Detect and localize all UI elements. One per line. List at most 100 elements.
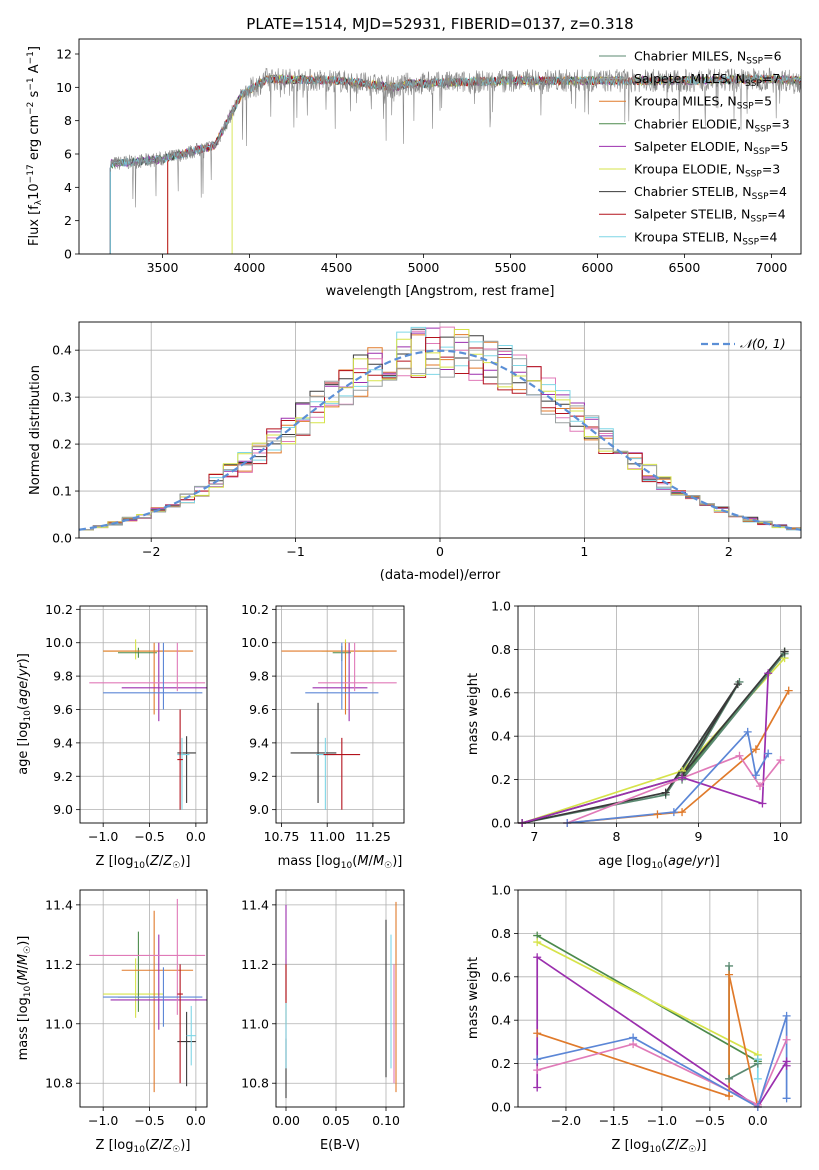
axes-mass_age: 10.75 11.00 11.25 9.0 9.2 9.4 9.6 9.8 10.0 10.2 ma… bbox=[241, 602, 405, 871]
y-tick-label: 0.6 bbox=[491, 685, 511, 700]
y-tick-label: 4 bbox=[64, 180, 72, 195]
y-tick-label: 10.8 bbox=[241, 1076, 269, 1091]
axes-z_weight: −2.0 −1.5 −1.0 −0.5 0.0 0.0 0.2 0.4 0.6 0.8 1.0 Z [… bbox=[466, 883, 802, 1155]
weight-marker bbox=[782, 1011, 791, 1020]
y-tick-label: 0.4 bbox=[52, 343, 72, 358]
legend-label: Salpeter ELODIE, NSSP=5 bbox=[634, 139, 788, 157]
weight-marker bbox=[629, 1033, 638, 1042]
legend-label: Chabrier STELIB, NSSP=4 bbox=[634, 184, 787, 202]
x-axis-label: (data-model)/error bbox=[380, 568, 501, 583]
y-tick-label: 9.8 bbox=[249, 669, 269, 684]
y-tick-label: 10.2 bbox=[45, 602, 73, 617]
x-tick-label: 2 bbox=[725, 544, 733, 559]
axes-frame bbox=[79, 889, 208, 1108]
y-tick-label: 0.2 bbox=[491, 1056, 511, 1071]
x-tick-label: 0.10 bbox=[372, 1113, 400, 1128]
x-tick-label: −1.0 bbox=[88, 1113, 118, 1128]
weight-marker bbox=[653, 810, 662, 819]
plot-area bbox=[89, 898, 207, 1093]
y-tick-label: 0.0 bbox=[491, 816, 511, 831]
x-tick-label: 10.75 bbox=[264, 829, 300, 844]
weight-series bbox=[536, 1039, 788, 1106]
y-tick-label: 0.3 bbox=[52, 390, 72, 405]
x-tick-label: 4500 bbox=[321, 260, 353, 275]
weight-marker bbox=[776, 756, 785, 765]
y-axis-label: mass weight bbox=[466, 673, 481, 755]
y-tick-label: 9.6 bbox=[53, 702, 73, 717]
axes-frame bbox=[78, 38, 802, 255]
y-tick-label: 0.8 bbox=[491, 642, 511, 657]
x-tick-label: 0.0 bbox=[748, 1113, 768, 1128]
axes-frame bbox=[517, 605, 802, 824]
weight-series bbox=[567, 690, 790, 823]
weight-marker bbox=[753, 1074, 762, 1083]
legend-label: 𝒩(0, 1) bbox=[740, 336, 786, 351]
weight-marker bbox=[725, 961, 734, 970]
y-tick-label: 9.4 bbox=[53, 735, 73, 750]
y-tick-label: 10.0 bbox=[241, 635, 269, 650]
data-spectrum bbox=[110, 67, 801, 208]
x-tick-label: 4000 bbox=[234, 260, 266, 275]
legend-label: Kroupa ELODIE, NSSP=3 bbox=[634, 162, 780, 180]
y-tick-label: 1.0 bbox=[491, 883, 511, 898]
x-tick-label: 0.0 bbox=[186, 1113, 206, 1128]
y-tick-label: 10 bbox=[56, 80, 72, 95]
x-tick-label: 6000 bbox=[582, 260, 614, 275]
plot-area bbox=[79, 326, 801, 531]
y-tick-label: 0.4 bbox=[491, 729, 511, 744]
x-tick-label: 8 bbox=[612, 829, 620, 844]
y-tick-label: 11.4 bbox=[241, 897, 269, 912]
weight-series bbox=[536, 974, 759, 1107]
x-tick-label: 10 bbox=[773, 829, 789, 844]
plot-area bbox=[281, 639, 397, 810]
legend-label: Salpeter MILES, NSSP=7 bbox=[634, 71, 780, 89]
weight-series bbox=[566, 754, 782, 823]
axes-residuals: −2 −1 0 1 2 0.0 0.1 0.2 0.3 0.4 𝒩(0, 1) (data-model… bbox=[28, 321, 802, 583]
y-tick-label: 12 bbox=[56, 47, 72, 62]
y-tick-label: 10.2 bbox=[241, 602, 269, 617]
y-tick-label: 11.4 bbox=[45, 897, 73, 912]
histogram-series bbox=[79, 337, 801, 531]
axes-frame bbox=[79, 605, 208, 824]
x-tick-label: −2.0 bbox=[551, 1113, 581, 1128]
axes-z_age: −1.0 −0.5 0.0 9.0 9.2 9.4 9.6 9.8 10.0 10.2 Z [log… bbox=[16, 602, 208, 871]
weight-marker bbox=[764, 669, 773, 678]
legend-label: Chabrier MILES, NSSP=6 bbox=[634, 49, 782, 67]
weight-marker bbox=[780, 647, 789, 656]
x-tick-label: 6500 bbox=[669, 260, 701, 275]
x-axis-label: Z [log10(Z/Z☉)] bbox=[96, 854, 191, 871]
axes-frame bbox=[78, 321, 802, 539]
y-tick-label: 0.2 bbox=[52, 437, 72, 452]
weight-marker bbox=[782, 1094, 791, 1103]
y-axis-label: Flux [fλ10−17 erg cm−2 s−1 A−1] bbox=[26, 46, 44, 246]
x-tick-label: 0.0 bbox=[186, 829, 206, 844]
weight-marker bbox=[533, 953, 542, 962]
x-tick-label: −1.5 bbox=[599, 1113, 629, 1128]
weight-marker bbox=[661, 788, 670, 797]
y-tick-label: 0.8 bbox=[491, 926, 511, 941]
y-tick-label: 0.1 bbox=[52, 484, 72, 499]
y-axis-label: mass [log10(M/M☉)] bbox=[16, 936, 33, 1061]
weight-series bbox=[536, 941, 759, 1056]
x-tick-label: −0.5 bbox=[134, 1113, 164, 1128]
weight-marker bbox=[725, 1092, 734, 1101]
x-tick-label: 0 bbox=[436, 544, 444, 559]
axes-frame bbox=[275, 889, 405, 1108]
x-tick-label: 7000 bbox=[756, 260, 788, 275]
weight-marker bbox=[669, 808, 678, 817]
legend: Chabrier MILES, NSSP=6 Salpeter MILES, NS… bbox=[599, 49, 790, 247]
x-tick-label: −0.5 bbox=[695, 1113, 725, 1128]
x-tick-label: −1.0 bbox=[88, 829, 118, 844]
x-tick-label: −0.5 bbox=[134, 829, 164, 844]
y-tick-label: 9.2 bbox=[249, 769, 269, 784]
gaussian-curve bbox=[79, 349, 801, 531]
weight-series bbox=[728, 966, 759, 1081]
y-tick-label: 0.4 bbox=[491, 1013, 511, 1028]
y-tick-label: 10.8 bbox=[45, 1076, 73, 1091]
weight-marker bbox=[782, 1061, 791, 1070]
x-axis-label: Z [log10(Z/Z☉)] bbox=[96, 1138, 191, 1155]
x-tick-label: −1.0 bbox=[647, 1113, 677, 1128]
weight-marker bbox=[725, 970, 734, 979]
weight-marker bbox=[758, 799, 767, 808]
